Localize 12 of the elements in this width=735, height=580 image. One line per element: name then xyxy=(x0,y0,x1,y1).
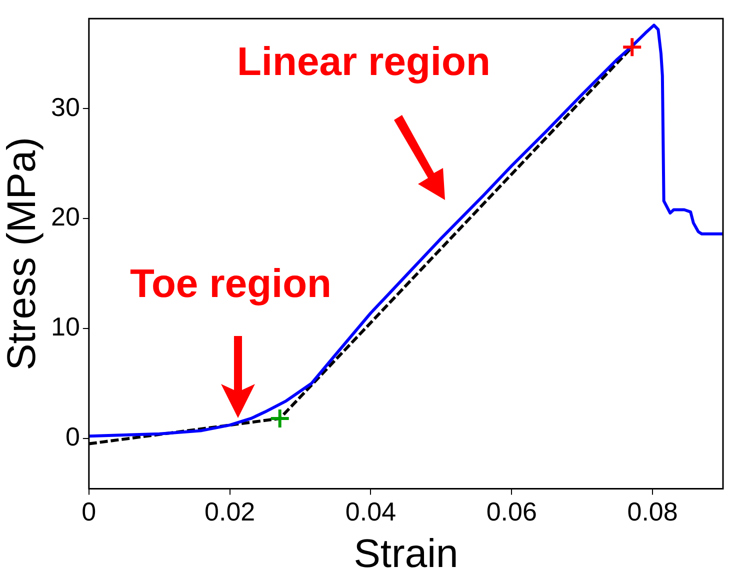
annotation: Toe region xyxy=(130,262,332,307)
annotation: Linear region xyxy=(237,40,490,85)
x-tick-label: 0.04 xyxy=(345,496,396,527)
y-axis-title: Stress (MPa) xyxy=(0,137,44,370)
y-tick-label: 30 xyxy=(51,92,80,122)
y-tick-label: 20 xyxy=(51,202,80,232)
x-axis-title: Strain xyxy=(354,532,458,576)
x-tick-label: 0.08 xyxy=(627,496,678,527)
x-tick-label: 0.02 xyxy=(204,496,256,527)
x-tick-label: 0.06 xyxy=(486,496,537,527)
y-tick-label: 0 xyxy=(65,421,80,452)
y-tick-label: 10 xyxy=(51,312,80,342)
